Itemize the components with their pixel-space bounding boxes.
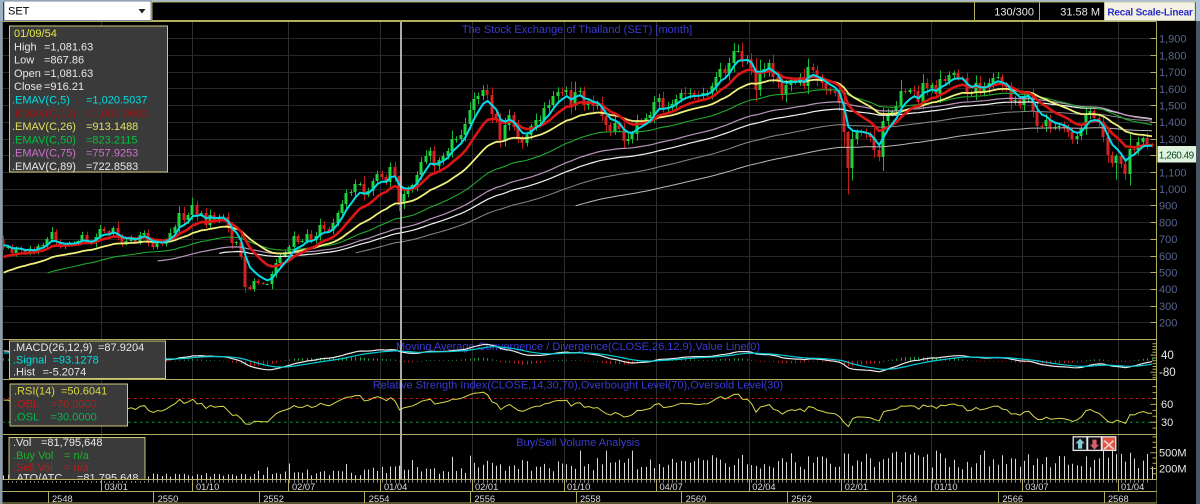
svg-text:2554: 2554 xyxy=(369,494,390,504)
svg-text:.Vol: .Vol xyxy=(13,437,31,449)
svg-text:2550: 2550 xyxy=(158,494,179,504)
svg-text:03/07: 03/07 xyxy=(1025,482,1048,492)
svg-text:04/07: 04/07 xyxy=(660,482,683,492)
svg-text:130/300: 130/300 xyxy=(994,7,1034,19)
svg-text:= n/a: = n/a xyxy=(64,450,90,462)
svg-text:600: 600 xyxy=(1159,251,1177,263)
svg-text:02/01: 02/01 xyxy=(475,482,498,492)
svg-text:.Sell Vol: .Sell Vol xyxy=(13,462,53,474)
svg-text:.RSI(14): .RSI(14) xyxy=(14,386,55,398)
svg-text:Buy/Sell Volume Analysis: Buy/Sell Volume Analysis xyxy=(516,437,640,449)
svg-text:1,500: 1,500 xyxy=(1159,101,1187,113)
svg-text:.EMAV(C,50): .EMAV(C,50) xyxy=(12,134,76,146)
svg-text:2562: 2562 xyxy=(791,494,812,504)
svg-text:=916.21: =916.21 xyxy=(44,81,84,93)
svg-text:=81,795,648: =81,795,648 xyxy=(41,437,102,449)
svg-text:2568: 2568 xyxy=(1108,494,1129,504)
svg-text:200: 200 xyxy=(1159,318,1177,330)
svg-text:2552: 2552 xyxy=(263,494,284,504)
svg-text:1,260.49: 1,260.49 xyxy=(1159,150,1195,161)
svg-text:=93.1278: =93.1278 xyxy=(53,355,99,367)
svg-text:400: 400 xyxy=(1159,284,1177,296)
svg-text:.Hist: .Hist xyxy=(13,367,35,379)
svg-text:.EMAV(C,5): .EMAV(C,5) xyxy=(12,95,70,107)
svg-text:2548: 2548 xyxy=(52,494,73,504)
svg-text:02/07: 02/07 xyxy=(292,482,315,492)
svg-text:.EMAV(C,12): .EMAV(C,12) xyxy=(12,108,76,120)
svg-text:60: 60 xyxy=(1161,399,1173,411)
svg-text:SET: SET xyxy=(8,6,30,18)
svg-text:03/01: 03/01 xyxy=(105,482,128,492)
svg-text:-80: -80 xyxy=(1159,367,1176,379)
svg-text:=-5.2074: =-5.2074 xyxy=(43,367,87,379)
svg-text:=757.9253: =757.9253 xyxy=(86,148,138,160)
svg-text:01/10: 01/10 xyxy=(934,482,957,492)
svg-text:2556: 2556 xyxy=(474,494,495,504)
svg-text:200M: 200M xyxy=(1159,463,1187,475)
svg-text:40: 40 xyxy=(1161,350,1174,362)
svg-text:=87.9204: =87.9204 xyxy=(98,342,144,354)
svg-text:2558: 2558 xyxy=(580,494,601,504)
svg-text:.OBL: .OBL xyxy=(14,399,39,411)
svg-text:=1,020.5037: =1,020.5037 xyxy=(86,95,147,107)
svg-text:02/04: 02/04 xyxy=(752,482,775,492)
svg-text:800: 800 xyxy=(1159,217,1177,229)
svg-text:01/04: 01/04 xyxy=(384,482,407,492)
svg-text:01/10: 01/10 xyxy=(567,482,590,492)
svg-text:=913.1488: =913.1488 xyxy=(86,121,138,133)
svg-text:High: High xyxy=(14,41,37,53)
svg-text:500M: 500M xyxy=(1159,448,1187,460)
svg-text:Close: Close xyxy=(14,81,42,93)
svg-text:02/01: 02/01 xyxy=(845,482,868,492)
svg-text:=1,001.0692: =1,001.0692 xyxy=(86,108,147,120)
svg-text:2564: 2564 xyxy=(897,494,918,504)
svg-text:2560: 2560 xyxy=(686,494,707,504)
svg-text:.Signal: .Signal xyxy=(13,355,47,367)
svg-text:300: 300 xyxy=(1159,301,1177,313)
svg-text:.Buy Vol: .Buy Vol xyxy=(13,450,53,462)
svg-text:=50.6041: =50.6041 xyxy=(61,386,107,398)
svg-text:=722.8583: =722.8583 xyxy=(86,161,138,173)
svg-text:Relative Strength Index(CLOSE,: Relative Strength Index(CLOSE,14,30,70),… xyxy=(373,380,783,392)
svg-text:1,100: 1,100 xyxy=(1159,167,1187,179)
svg-text:=823.2115: =823.2115 xyxy=(86,134,138,146)
svg-text:=30.0000: =30.0000 xyxy=(51,412,97,424)
svg-text:30: 30 xyxy=(1161,417,1173,429)
svg-text:31.58 M: 31.58 M xyxy=(1060,7,1100,19)
svg-text:Open: Open xyxy=(14,68,41,80)
svg-text:1,800: 1,800 xyxy=(1159,50,1187,62)
svg-text:700: 700 xyxy=(1159,234,1177,246)
svg-text:.OSL: .OSL xyxy=(14,412,39,424)
svg-text:2566: 2566 xyxy=(1002,494,1023,504)
svg-text:1,700: 1,700 xyxy=(1159,67,1187,79)
svg-text:.EMAV(C,75): .EMAV(C,75) xyxy=(12,148,76,160)
svg-text:=70.0000: =70.0000 xyxy=(51,399,97,411)
svg-text:=1,081.63: =1,081.63 xyxy=(44,41,93,53)
svg-text:= n/a: = n/a xyxy=(64,462,90,474)
svg-text:Recal Scale-Linear: Recal Scale-Linear xyxy=(1107,8,1193,19)
svg-text:=1,081.63: =1,081.63 xyxy=(44,68,93,80)
svg-text:01/04: 01/04 xyxy=(1121,482,1144,492)
svg-text:.MACD(26,12,9): .MACD(26,12,9) xyxy=(13,342,92,354)
svg-text:.EMAV(C,89): .EMAV(C,89) xyxy=(12,161,76,173)
svg-text:1,600: 1,600 xyxy=(1159,84,1187,96)
svg-text:1,300: 1,300 xyxy=(1159,134,1187,146)
svg-text:01/09/54: 01/09/54 xyxy=(14,28,57,40)
svg-text:Low: Low xyxy=(14,55,34,67)
svg-text:01/10: 01/10 xyxy=(196,482,219,492)
svg-text:1,000: 1,000 xyxy=(1159,184,1187,196)
svg-text:.EMAV(C,26): .EMAV(C,26) xyxy=(12,121,76,133)
svg-text:=867.86: =867.86 xyxy=(44,55,84,67)
svg-text:500: 500 xyxy=(1159,268,1177,280)
svg-text:1,900: 1,900 xyxy=(1159,34,1187,46)
svg-text:The Stock Exchange of Thailand: The Stock Exchange of Thailand (SET) [mo… xyxy=(462,24,692,36)
svg-text:900: 900 xyxy=(1159,201,1177,213)
svg-text:1,400: 1,400 xyxy=(1159,117,1187,129)
